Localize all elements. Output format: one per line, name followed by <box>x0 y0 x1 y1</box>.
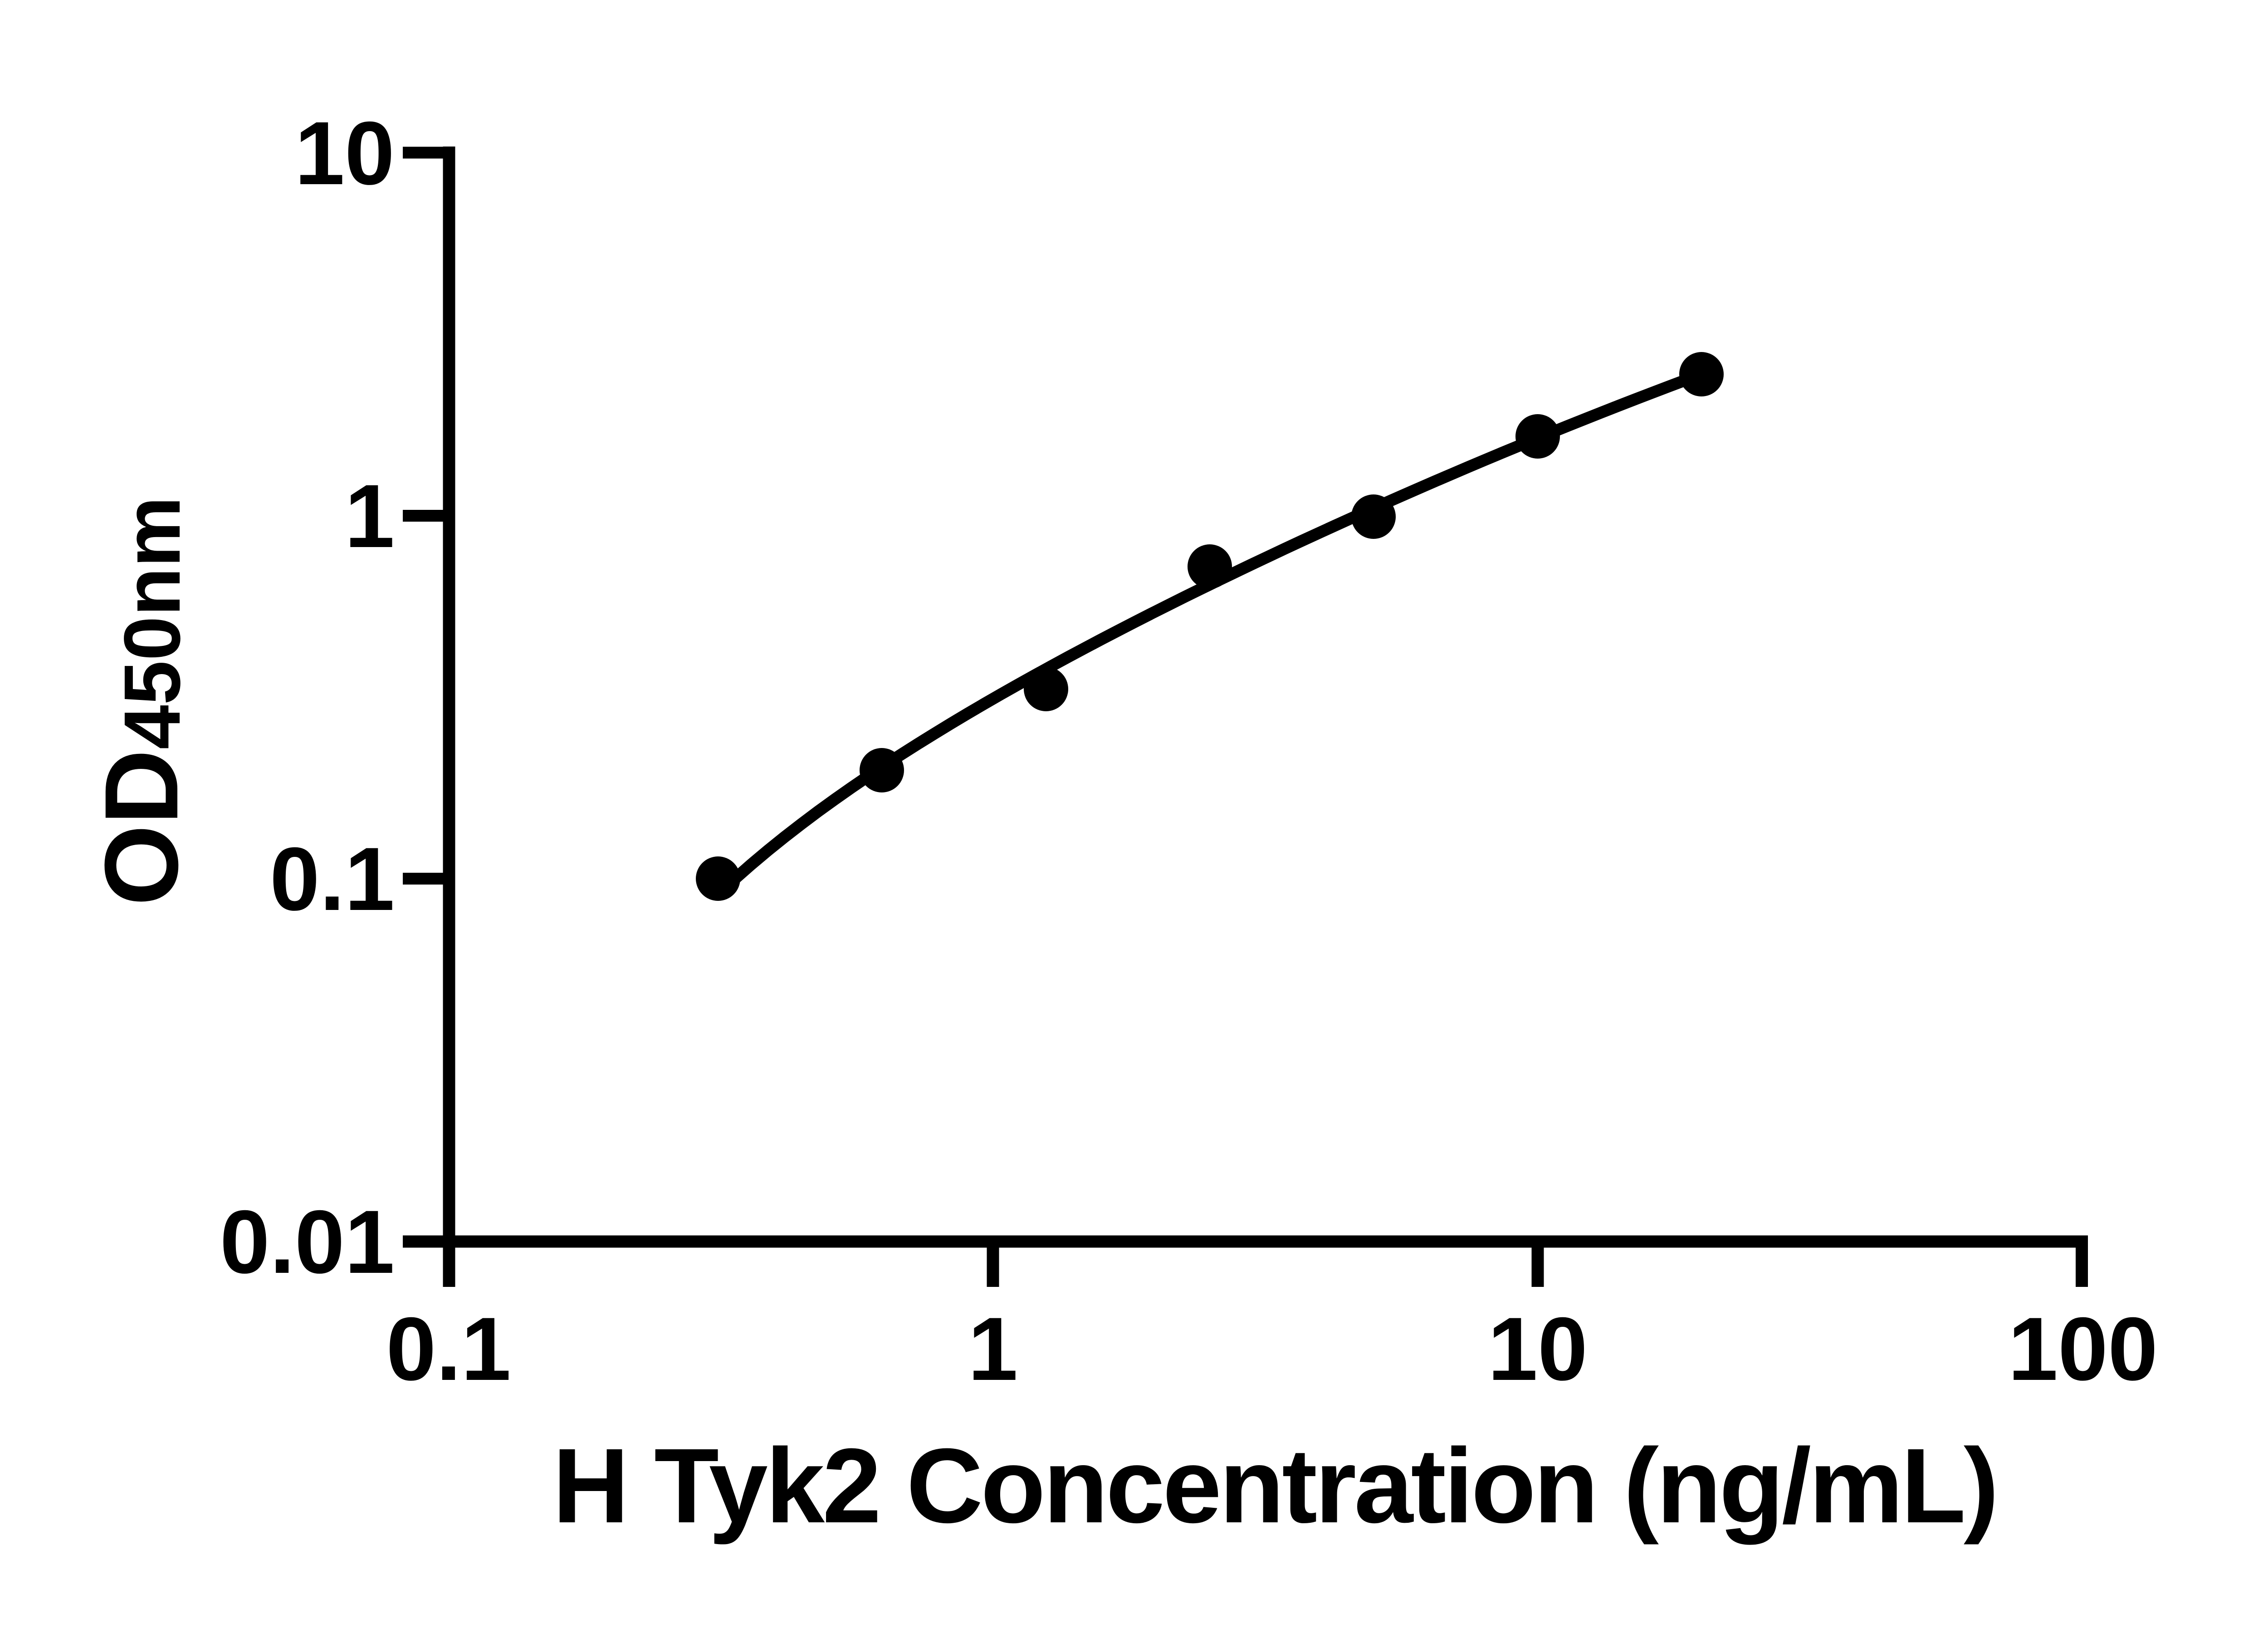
svg-text:10: 10 <box>295 103 395 203</box>
svg-text:0.1: 0.1 <box>270 829 395 929</box>
svg-text:100: 100 <box>2008 1299 2158 1399</box>
svg-text:0.1: 0.1 <box>386 1299 511 1399</box>
svg-text:10: 10 <box>1488 1299 1588 1399</box>
svg-text:H Tyk2 Concentration (ng/mL): H Tyk2 Concentration (ng/mL) <box>552 1426 1997 1545</box>
svg-text:1: 1 <box>968 1299 1018 1399</box>
svg-text:1: 1 <box>345 466 395 566</box>
svg-text:0.01: 0.01 <box>220 1192 395 1292</box>
svg-text:OD450nm: OD450nm <box>83 496 200 906</box>
